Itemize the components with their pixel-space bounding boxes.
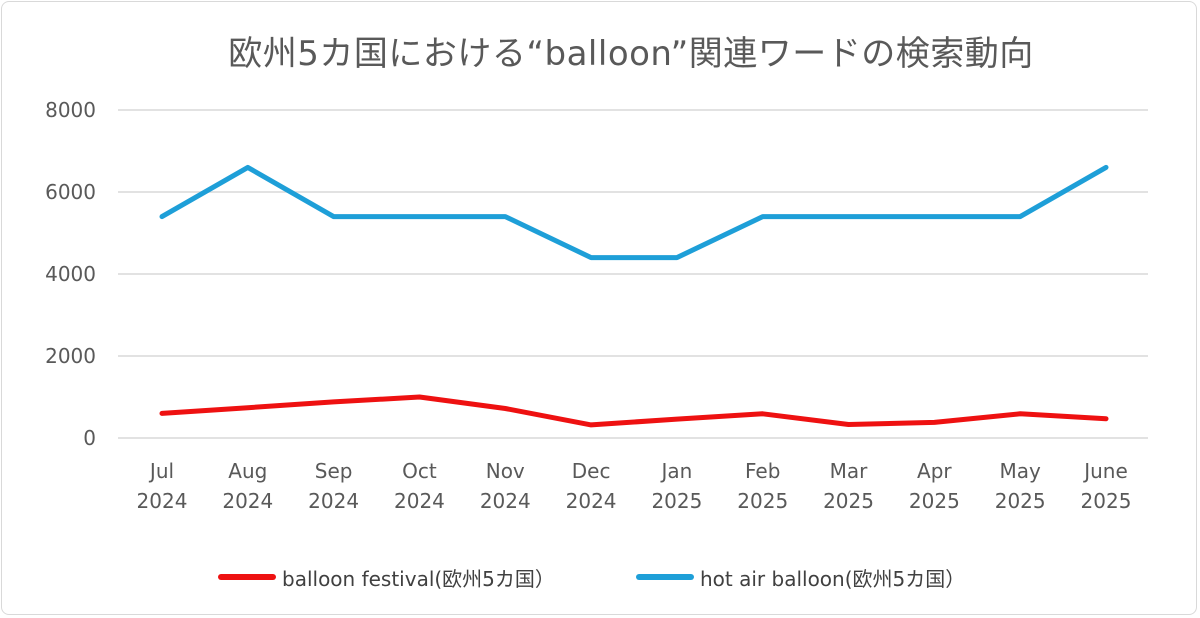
series-lines [159, 164, 1109, 428]
x-tick-label-year: 2024 [394, 489, 445, 513]
y-tick-label: 6000 [45, 180, 96, 204]
x-tick-label-year: 2025 [737, 489, 788, 513]
x-tick-label-year: 2024 [480, 489, 531, 513]
y-tick-label: 0 [83, 426, 96, 450]
y-tick-label: 4000 [45, 262, 96, 286]
x-tick-label-month: Aug [228, 459, 267, 483]
x-tick-label-year: 2024 [137, 489, 188, 513]
x-tick-label-month: Jan [659, 459, 692, 483]
x-tick-label-month: Apr [917, 459, 952, 483]
series-line-balloon-festival [159, 394, 1109, 428]
x-tick-label-month: Oct [402, 459, 437, 483]
legend-label-hot-air-balloon: hot air balloon(欧州5カ国） [700, 566, 966, 591]
y-axis-labels: 0 2000 4000 6000 8000 [45, 98, 96, 450]
y-tick-label: 8000 [45, 98, 96, 122]
y-tick-label: 2000 [45, 344, 96, 368]
legend-item-balloon-festival: balloon festival(欧州5カ国） [218, 562, 555, 592]
gridlines [118, 109, 1148, 439]
x-axis-labels: Jul 2024 Aug 2024 Sep 2024 Oct 2024 Nov 2024 Dec 20… [137, 459, 1132, 513]
x-tick-label-year: 2025 [651, 489, 702, 513]
x-tick-label-month: May [1000, 459, 1042, 483]
x-tick-label-month: Jul [148, 459, 174, 483]
x-tick-label-month: Nov [486, 459, 525, 483]
x-tick-label-month: June [1082, 459, 1128, 483]
x-tick-label-month: Feb [745, 459, 780, 483]
x-tick-label-year: 2024 [566, 489, 617, 513]
chart-title: 欧州5カ国における“balloon”関連ワードの検索動向 [228, 34, 1034, 74]
legend-label-balloon-festival: balloon festival(欧州5カ国） [282, 566, 555, 591]
x-tick-label-year: 2025 [823, 489, 874, 513]
x-tick-label-year: 2025 [1081, 489, 1132, 513]
x-tick-label-month: Dec [572, 459, 611, 483]
x-tick-label-year: 2024 [222, 489, 273, 513]
x-tick-label-year: 2024 [308, 489, 359, 513]
x-tick-label-year: 2025 [995, 489, 1046, 513]
series-line-hot-air-balloon [159, 164, 1109, 261]
x-tick-label-month: Sep [315, 459, 353, 483]
legend-swatch-hot-air-balloon [636, 574, 694, 580]
x-tick-label-month: Mar [830, 459, 869, 483]
x-tick-label-year: 2025 [909, 489, 960, 513]
legend-swatch-balloon-festival [218, 574, 276, 580]
legend-item-hot-air-balloon: hot air balloon(欧州5カ国） [636, 562, 965, 592]
